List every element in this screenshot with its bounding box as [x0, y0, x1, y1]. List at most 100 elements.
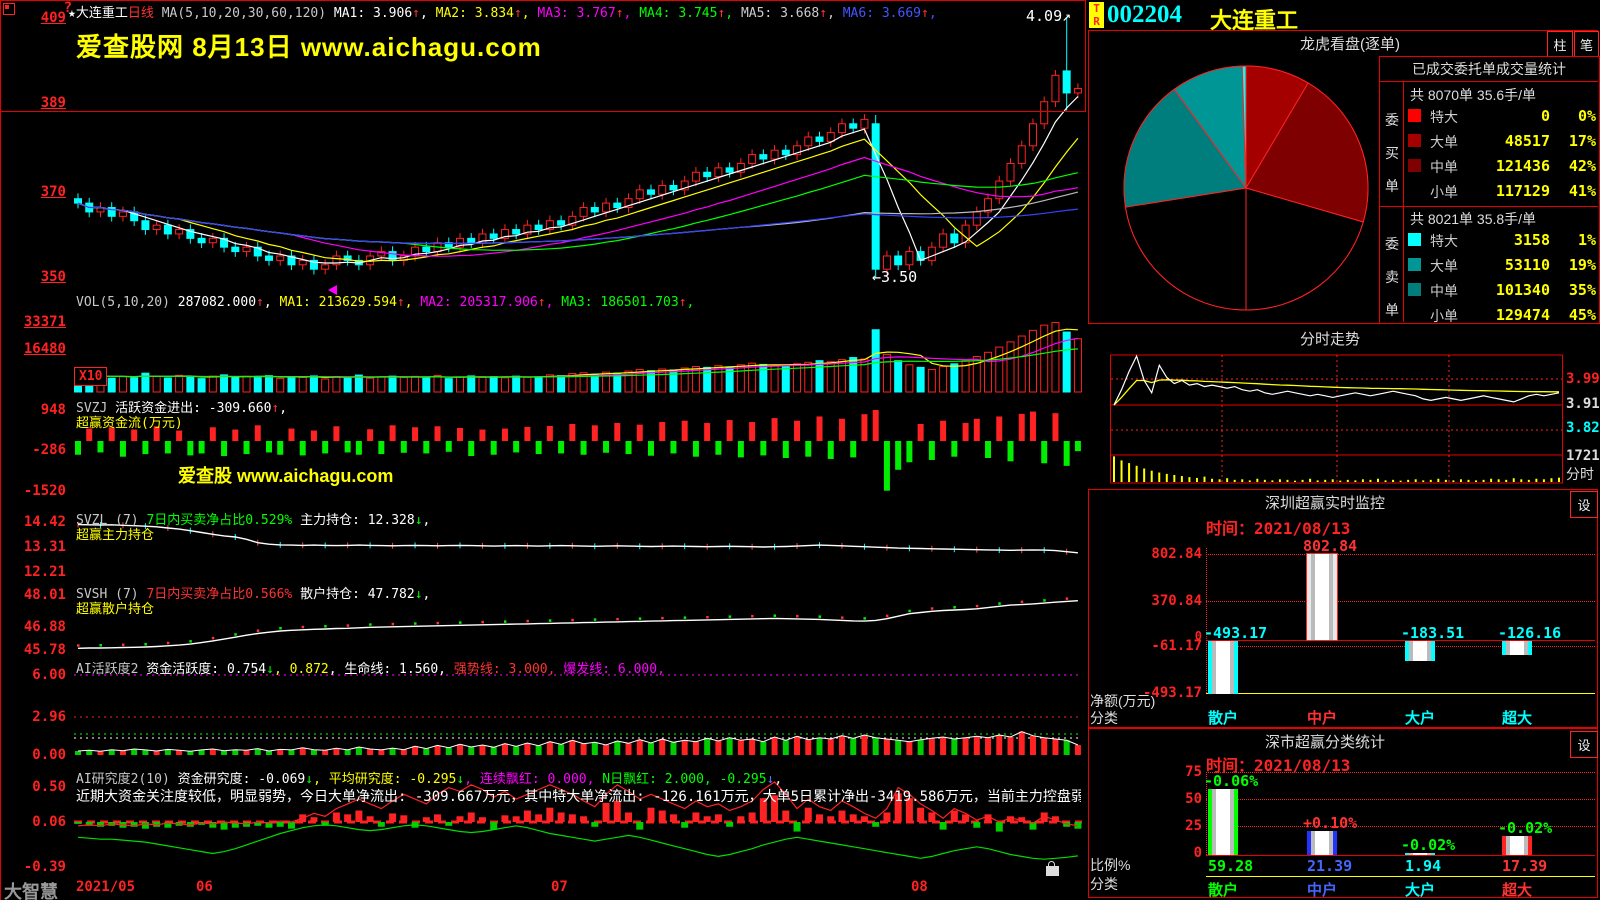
order-row-cell: 41% [1568, 182, 1596, 200]
m2-bar-value: 17.39 [1502, 857, 1548, 875]
order-pie-chart [1123, 65, 1369, 311]
ai-research-chart[interactable] [0, 766, 1085, 876]
intraday-chart[interactable] [1110, 352, 1564, 485]
svzl-subtitle: 超赢主力持仓 [76, 528, 155, 543]
kline-header: ★大连重工日线 MA(5,10,20,30,60,120) MA1: 3.906… [68, 6, 937, 21]
sell-summary: 共 8021单 35.8手/单 [1410, 211, 1537, 227]
y-label: 2.96 [32, 709, 66, 725]
x-label: 07 [551, 879, 568, 895]
m2-class-label: 分类 [1090, 876, 1118, 892]
ma-definition: MA(5,10,20,30,60,120) [161, 6, 327, 21]
volume-header: VOL(5,10,20) 287082.000↑, MA1: 213629.59… [76, 295, 695, 310]
svzj-subtitle: 超赢资金流(万元) [76, 416, 183, 431]
lock-icon[interactable] [1046, 866, 1059, 876]
stock-title: ★ [68, 6, 76, 21]
realtime-monitor-title: 深圳超赢实时监控 [1265, 495, 1386, 512]
settings-button[interactable]: 设 [1570, 491, 1598, 518]
m1-bar-value: -126.16 [1498, 624, 1562, 642]
up-arrow-icon: ↑ [412, 6, 420, 21]
ai-research-summary: 近期大资金关注度较低，明显弱势，今日大单净流出: -309.667万元，其中特大… [76, 789, 1081, 805]
monitor2-time: 时间：2021/08/13 [1206, 756, 1351, 775]
gridline [1206, 772, 1595, 773]
m2-ratio-label: 比例% [1090, 857, 1131, 873]
y-label: 409 [40, 10, 66, 26]
y-label: -0.39 [23, 859, 66, 875]
order-row-cell: 特大 [1430, 233, 1458, 249]
order-row-cell: 121436 [1495, 157, 1550, 175]
ma-value: MA2: 3.834 [435, 6, 514, 21]
m2-bar-value: 1.94 [1405, 857, 1442, 875]
m1-bar-value: -183.51 [1401, 624, 1465, 642]
ma-value: MA3: 3.767 [537, 6, 616, 21]
y-label: 389 [40, 95, 66, 111]
settings-button[interactable]: 设 [1570, 731, 1598, 758]
order-row-cell: 3158 [1513, 231, 1550, 249]
tiger-watch-title: 龙虎看盘(逐单) [1300, 36, 1400, 53]
gridline [1206, 799, 1595, 800]
order-row-cell: 0 [1540, 107, 1550, 125]
kline-chart[interactable] [0, 0, 1085, 292]
y-label: 45.78 [23, 642, 66, 658]
m2-category: 超大 [1502, 882, 1533, 899]
y-label: 13.31 [23, 539, 66, 555]
order-stats-table [1379, 56, 1600, 324]
ma-value: MA1: 213629.594 [279, 295, 397, 310]
m2-bar-value: 59.28 [1208, 857, 1254, 875]
svsh-header: SVSH (7) 7日内买卖净占比0.566% 散户持仓: 47.782↓, [76, 587, 431, 602]
table-divider [1380, 81, 1598, 82]
m1-bar [1502, 641, 1532, 655]
svsh-chart[interactable] [0, 580, 1085, 656]
period-label[interactable]: 日线 [127, 6, 154, 21]
order-type-chip [1408, 258, 1421, 271]
order-row-cell: 大单 [1430, 134, 1458, 150]
m2-y-label: 0 [1193, 845, 1202, 861]
intraday-vol-label: 17216 [1566, 448, 1600, 464]
y-label: 16480 [23, 341, 66, 357]
order-type-chip [1408, 159, 1421, 172]
tr-badge[interactable]: T R [1089, 2, 1104, 28]
app-logo: 大智慧 [4, 882, 58, 900]
sell-side-label: 委 卖 单 [1385, 236, 1399, 318]
ai-activity-chart[interactable] [0, 656, 1085, 766]
class-stats-title: 深市超赢分类统计 [1265, 734, 1386, 751]
m1-y-label: -493.17 [1142, 685, 1202, 701]
peak-annotation: 4.09↗ [1026, 7, 1072, 25]
y-label: -1520 [23, 483, 66, 499]
svzl-header: SVZL (7) 7日内买卖净占比0.529% 主力持仓: 12.328↓, [76, 513, 431, 528]
up-arrow-icon: ↑ [921, 6, 929, 21]
column-mode-button[interactable]: 柱 [1547, 31, 1573, 57]
m1-category: 超大 [1502, 710, 1533, 727]
order-type-chip [1408, 134, 1421, 147]
m2-y-label: 50 [1185, 791, 1202, 807]
lock-icon-shackle [1048, 861, 1055, 867]
order-row-cell: 117129 [1495, 182, 1550, 200]
y-label: 12.21 [23, 564, 66, 580]
y-label: 6.00 [32, 667, 66, 683]
m2-bar-pct: +0.10% [1303, 814, 1358, 833]
order-row-cell: 42% [1568, 157, 1596, 175]
stock-name: 大连重工 [1210, 8, 1299, 33]
gridline [1206, 554, 1595, 555]
m1-unit-label: 净额(万元) [1090, 693, 1156, 709]
m1-bar-value: -493.17 [1204, 624, 1268, 642]
stock-code: 002204 [1107, 1, 1182, 28]
svzj-chart[interactable] [0, 394, 1085, 506]
up-arrow-icon: ↑ [537, 295, 546, 310]
watermark: 爱查股网 8月13日 www.aichagu.com [76, 32, 542, 62]
y-label: -286 [32, 442, 66, 458]
order-row-cell: 小单 [1430, 184, 1458, 200]
gridline [1206, 646, 1595, 647]
ma-value: MA5: 3.668 [740, 6, 820, 21]
realtime-monitor-panel [1088, 489, 1598, 728]
up-arrow-icon: ↑ [678, 295, 687, 310]
order-row-cell: 48517 [1504, 132, 1550, 150]
marker-triangle-icon [328, 285, 337, 295]
m2-category: 大户 [1405, 882, 1436, 899]
m1-y-label: -61.17 [1151, 638, 1202, 654]
pen-mode-button[interactable]: 笔 [1574, 31, 1599, 57]
window-icon[interactable] [3, 3, 15, 15]
vol-ma-values: MA1: 213629.594↑, MA2: 205317.906↑, MA3:… [279, 295, 695, 310]
svzl-chart[interactable] [0, 506, 1085, 580]
intraday-tag: 分时 [1566, 466, 1594, 482]
